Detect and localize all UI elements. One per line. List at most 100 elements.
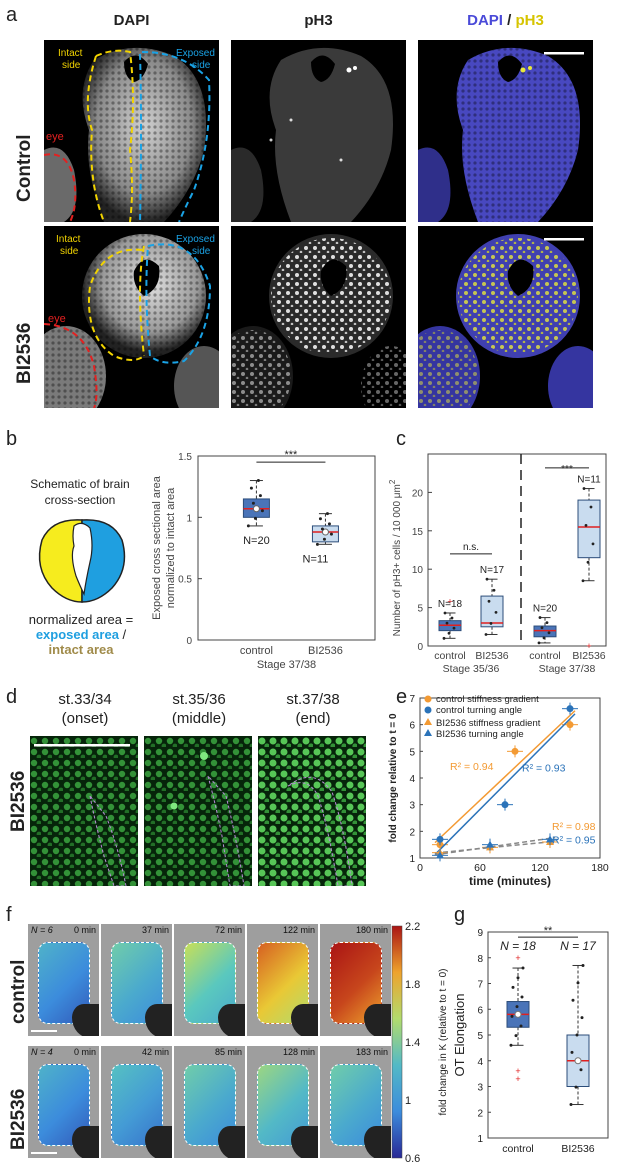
f-scale-bar [31,1030,57,1032]
f-scale-bar [31,1152,57,1154]
c-point [443,611,447,615]
g-point [569,1103,573,1107]
c-ylabel: Number of pH3+ cells / 10 000 μm2 [388,479,403,636]
f-tile-control-2: 72 min [174,924,245,1036]
column-title-merge: DAPI / pH3 [418,12,593,29]
f-n-label-control: N = 6 [31,925,53,935]
e-r2-2: R² = 0.98 [552,821,596,833]
g-point [510,1014,514,1018]
row-label-bi2536: BI2536 [14,322,35,384]
f-tile-bi2536-0: 0 min N = 4 [28,1046,99,1158]
e-fit-line-3 [434,836,556,856]
f-time-label-control-3: 122 min [282,925,315,935]
g-point [576,981,580,985]
g-point [509,1043,513,1047]
b-point [256,479,260,483]
equation-lhs: normalized area = [28,612,134,627]
g-plot-frame [487,931,609,1139]
e-r2-3: R² = 0.95 [552,834,596,846]
c-point [584,524,588,527]
c-plot-frame [427,453,607,647]
b-xlabel: Stage 37/38 [257,659,316,670]
b-point [325,512,329,516]
g-outlier: + [515,953,520,963]
c-point [485,577,489,581]
e-xtick-label: 0 [417,862,423,874]
e-ytick-label: 4 [409,774,415,785]
b-ytick-label: 1.5 [178,452,192,463]
merge-ph3-label: pH3 [515,12,544,29]
c-point [591,542,595,546]
c-group-label-1: Stage 37/38 [539,663,596,675]
c-n-label-0: N=18 [438,599,463,610]
e-xlabel: time (minutes) [469,874,551,888]
normalized-area-equation: normalized area = exposed area / intact … [0,612,162,657]
g-point [511,985,515,989]
g-mean-0 [514,1010,522,1018]
f-colorbar-tick: 1.8 [405,979,420,991]
e-point-3 [436,851,444,859]
g-ytick-label: 7 [477,980,483,991]
g-point [519,1024,523,1028]
f-brain-shadow [72,1004,99,1036]
c-point [589,505,593,509]
g-outlier: + [515,1066,520,1076]
c-point [494,610,498,614]
f-brain-shadow [72,1126,99,1158]
b-mean-1 [321,528,329,536]
c-ytick-label: 0 [417,642,423,653]
e-legend-marker-0 [424,695,432,703]
micrograph-control-dapi: Intact side Exposed side eye [44,40,219,222]
b-mean-0 [252,505,260,513]
g-ytick-label: 5 [477,1031,483,1042]
g-point [574,1085,578,1089]
g-n-label-1: N = 17 [560,939,597,953]
g-ytick-label: 1 [477,1134,483,1145]
scale-bar-2 [544,238,584,241]
c-point [489,622,493,625]
b-n-label-1: N=11 [303,553,329,565]
e-ylabel: fold change relative to t = 0 [388,713,399,843]
b-ytick-label: 0.5 [178,575,192,586]
e-legend-marker-1 [424,706,432,714]
c-ytick-label: 5 [417,604,423,615]
f-colorbar-tick: 2.2 [405,921,420,933]
micrograph-control-ph3 [231,40,406,222]
c-outlier-0: + [447,596,452,606]
schematic-title-line-1: Schematic of brain [30,477,130,491]
e-legend-label-2: BI2536 stiffness gradient [436,718,541,729]
f-row-label-control: control [8,959,29,1024]
column-title-dapi: DAPI [113,12,150,29]
g-ytick-label: 2 [477,1108,483,1119]
b-point [322,537,326,541]
g-point [515,1005,519,1009]
scale-bar-d [34,744,130,747]
c-point [484,633,488,636]
row-label-control: Control [14,134,35,202]
e-r2-1: R² = 0.93 [522,762,566,774]
g-category-0: control [502,1143,534,1155]
g-point [520,995,524,999]
c-outlier-3: + [586,641,591,651]
equation-exposed: exposed area [35,627,119,642]
b-ytick-label: 1 [186,513,192,524]
b-point [249,486,253,490]
f-brain-shadow [145,1126,172,1158]
f-tile-bi2536-2: 85 min [174,1046,245,1158]
f-colorbar-tick: 0.6 [405,1153,420,1164]
g-ytick-label: 8 [477,954,483,965]
f-time-label-bi2536-0: 0 min [73,1047,96,1057]
e-point-3 [546,835,554,843]
schematic-title-line-2: cross-section [44,493,116,507]
g-outlier: + [515,1074,520,1084]
b-plot-frame [197,455,376,641]
exposed-side-label: Exposed side [176,48,215,71]
c-point [540,626,544,630]
f-n-label-bi2536: N = 4 [31,1047,53,1057]
schematic-title: Schematic of brain cross-section [10,476,150,508]
b-point [260,509,264,513]
c-point [452,626,456,630]
e-fit-line-0 [434,710,576,844]
d-title-2: st.35/36 (middle) [171,691,227,727]
f-colorbar-label: fold change in K (relative to t = 0) [438,968,449,1115]
